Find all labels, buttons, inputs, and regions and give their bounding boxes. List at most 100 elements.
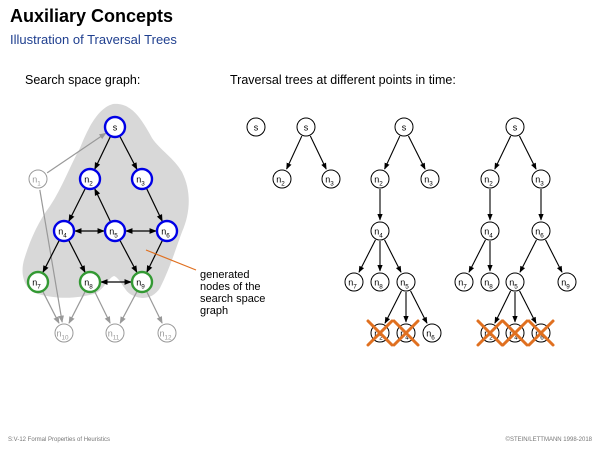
footer-right: ©STEIN/LETTMANN 1998-2018 (505, 437, 592, 443)
tree-4-node-s: s (505, 117, 525, 137)
tree-4-node-n7: n7 (454, 272, 474, 292)
graph-node-n7: n7 (26, 270, 50, 294)
graph-node-n12: n12 (157, 323, 177, 343)
tree-4-edge-s-n3 (518, 135, 537, 170)
tree-2-node-n3: n3 (321, 169, 341, 189)
tree-4-node-s-label: s (513, 123, 518, 133)
tree-4-node-n3: n3 (531, 169, 551, 189)
tree-3-node-n5-label: n5 (400, 278, 409, 291)
graph-node-circle (78, 270, 102, 294)
annotation-line-3: search space (200, 293, 265, 305)
tree-3-edge-n5-n6 (410, 290, 428, 324)
tree-4-node-n7-label: n7 (458, 278, 467, 291)
graph-node-s: s (103, 115, 127, 139)
graph-edge-n4-n7 (42, 240, 60, 273)
tree-4-node-n8: n8 (480, 272, 500, 292)
graph-node-circle (105, 323, 125, 343)
annotation-pointer (145, 249, 197, 271)
tree-3-node-n2-label: n2 (374, 175, 383, 188)
graph-node-circle (103, 115, 127, 139)
tree-3-node-n5: n5 (396, 272, 416, 292)
graph-node-n6: n6 (155, 219, 179, 243)
tree-4-node-n2-label: n2 (484, 175, 493, 188)
graph-node-n3-label: n3 (136, 175, 145, 188)
graph-node-n2: n2 (78, 167, 102, 191)
tree-4-node-n6-label: n6 (535, 227, 544, 240)
tree-4-edge-n5-n2b (494, 290, 512, 324)
graph-edge-s-n2 (94, 136, 111, 170)
tree-1-node-s-label: s (254, 123, 259, 133)
tree-4-node-n3-label: n3 (535, 175, 544, 188)
tree-2-node-n2-label: n2 (276, 175, 285, 188)
graph-node-n3: n3 (130, 167, 154, 191)
traversal-tree-1: s (246, 117, 266, 137)
graph-node-n7-label: n7 (32, 278, 41, 291)
tree-2-edge-s-n3 (309, 135, 327, 170)
tree-2-node-s-label: s (304, 123, 309, 133)
traversal-tree-3: s n2 n3 n4 n7 n8 n5 n2 n4 n6 (344, 117, 442, 347)
tree-3-node-n3: n3 (420, 169, 440, 189)
graph-node-n11-label: n11 (108, 329, 120, 342)
tree-4-edge-n6-n5 (519, 239, 537, 273)
slide-title: Auxiliary Concepts (10, 6, 174, 26)
tree-4-node-n5-label: n5 (509, 278, 518, 291)
graph-edge-n8-n11 (94, 291, 111, 324)
tree-node-circle (394, 117, 414, 137)
graph-edge-n3-n6 (146, 188, 163, 222)
tree-3-edge-n5-n2b (384, 290, 402, 324)
graph-node-n8-label: n8 (84, 278, 93, 291)
tree-3-node-n2b-label: n2 (374, 329, 383, 342)
graph-node-circle (54, 323, 74, 343)
tree-node-circle (370, 272, 390, 292)
tree-4-node-n4: n4 (480, 221, 500, 241)
graph-edge-n9-n12 (146, 291, 163, 324)
tree-node-circle (422, 323, 442, 343)
tree-2-node-n3-label: n3 (325, 175, 334, 188)
tree-3-node-n6-label: n6 (426, 329, 435, 342)
tree-3-node-n3-label: n3 (424, 175, 433, 188)
tree-4-node-n6b-label: n6 (535, 329, 544, 342)
graph-node-n9-label: n9 (136, 278, 145, 291)
tree-3-node-n4-label: n4 (374, 227, 383, 240)
tree-3-node-n4: n4 (370, 221, 390, 241)
graph-edge-n5-n2 (94, 188, 111, 222)
tree-node-circle (480, 169, 500, 189)
graph-edge-n5-n9 (119, 240, 138, 273)
graph-node-circle (78, 167, 102, 191)
tree-4-node-n9: n9 (557, 272, 577, 292)
graph-node-n1-label: n1 (32, 175, 41, 188)
tree-4-node-n2: n2 (480, 169, 500, 189)
graph-edge-s-n3 (119, 136, 138, 170)
graph-node-n12-label: n12 (159, 329, 172, 342)
tree-2-edge-s-n2 (286, 135, 303, 170)
tree-node-circle (344, 272, 364, 292)
annotation-line-2: nodes of the (200, 281, 261, 293)
traversal-trees: s s n2 n3 s n2 n3 n4 n7 n8 n5 n2 n4 n6 s n2 n3 n4 n6 n7 n8 n5… (246, 117, 577, 347)
tree-node-circle (531, 221, 551, 241)
graph-nodes: s n1 n2 n3 n4 n5 n6 n7 n8 n9 n10 n11 n12 (26, 115, 179, 343)
graph-node-n10: n10 (54, 323, 74, 343)
tree-node-circle (505, 272, 525, 292)
tree-4-node-n8-label: n8 (484, 278, 493, 291)
graph-edge-n7-n10 (42, 291, 60, 324)
graph-edge-n1-s (46, 132, 107, 174)
traversal-tree-4: s n2 n3 n4 n6 n7 n8 n5 n9 n2 n4 n6 (454, 117, 577, 347)
tree-node-circle (480, 272, 500, 292)
graph-node-n1: n1 (28, 169, 48, 189)
graph-node-circle (26, 270, 50, 294)
graph-node-n5: n5 (103, 219, 127, 243)
tree-node-circle (420, 169, 440, 189)
tree-node-circle (246, 117, 266, 137)
graph-node-circle (103, 219, 127, 243)
graph-edge-n2-n4 (68, 188, 86, 222)
footer-left: S:V-12 Formal Properties of Heuristics (8, 437, 111, 443)
graph-node-n11: n11 (105, 323, 125, 343)
graph-node-circle (130, 270, 154, 294)
tree-4-node-n2b-label: n2 (484, 329, 493, 342)
tree-3-node-s-label: s (402, 123, 407, 133)
annotation-line-1: generated (200, 269, 250, 281)
tree-3-cross-n2b (366, 319, 394, 347)
tree-3-node-n4b-label: n4 (400, 329, 409, 342)
graph-node-n4: n4 (52, 219, 76, 243)
graph-edge-n4-n8 (68, 240, 86, 273)
